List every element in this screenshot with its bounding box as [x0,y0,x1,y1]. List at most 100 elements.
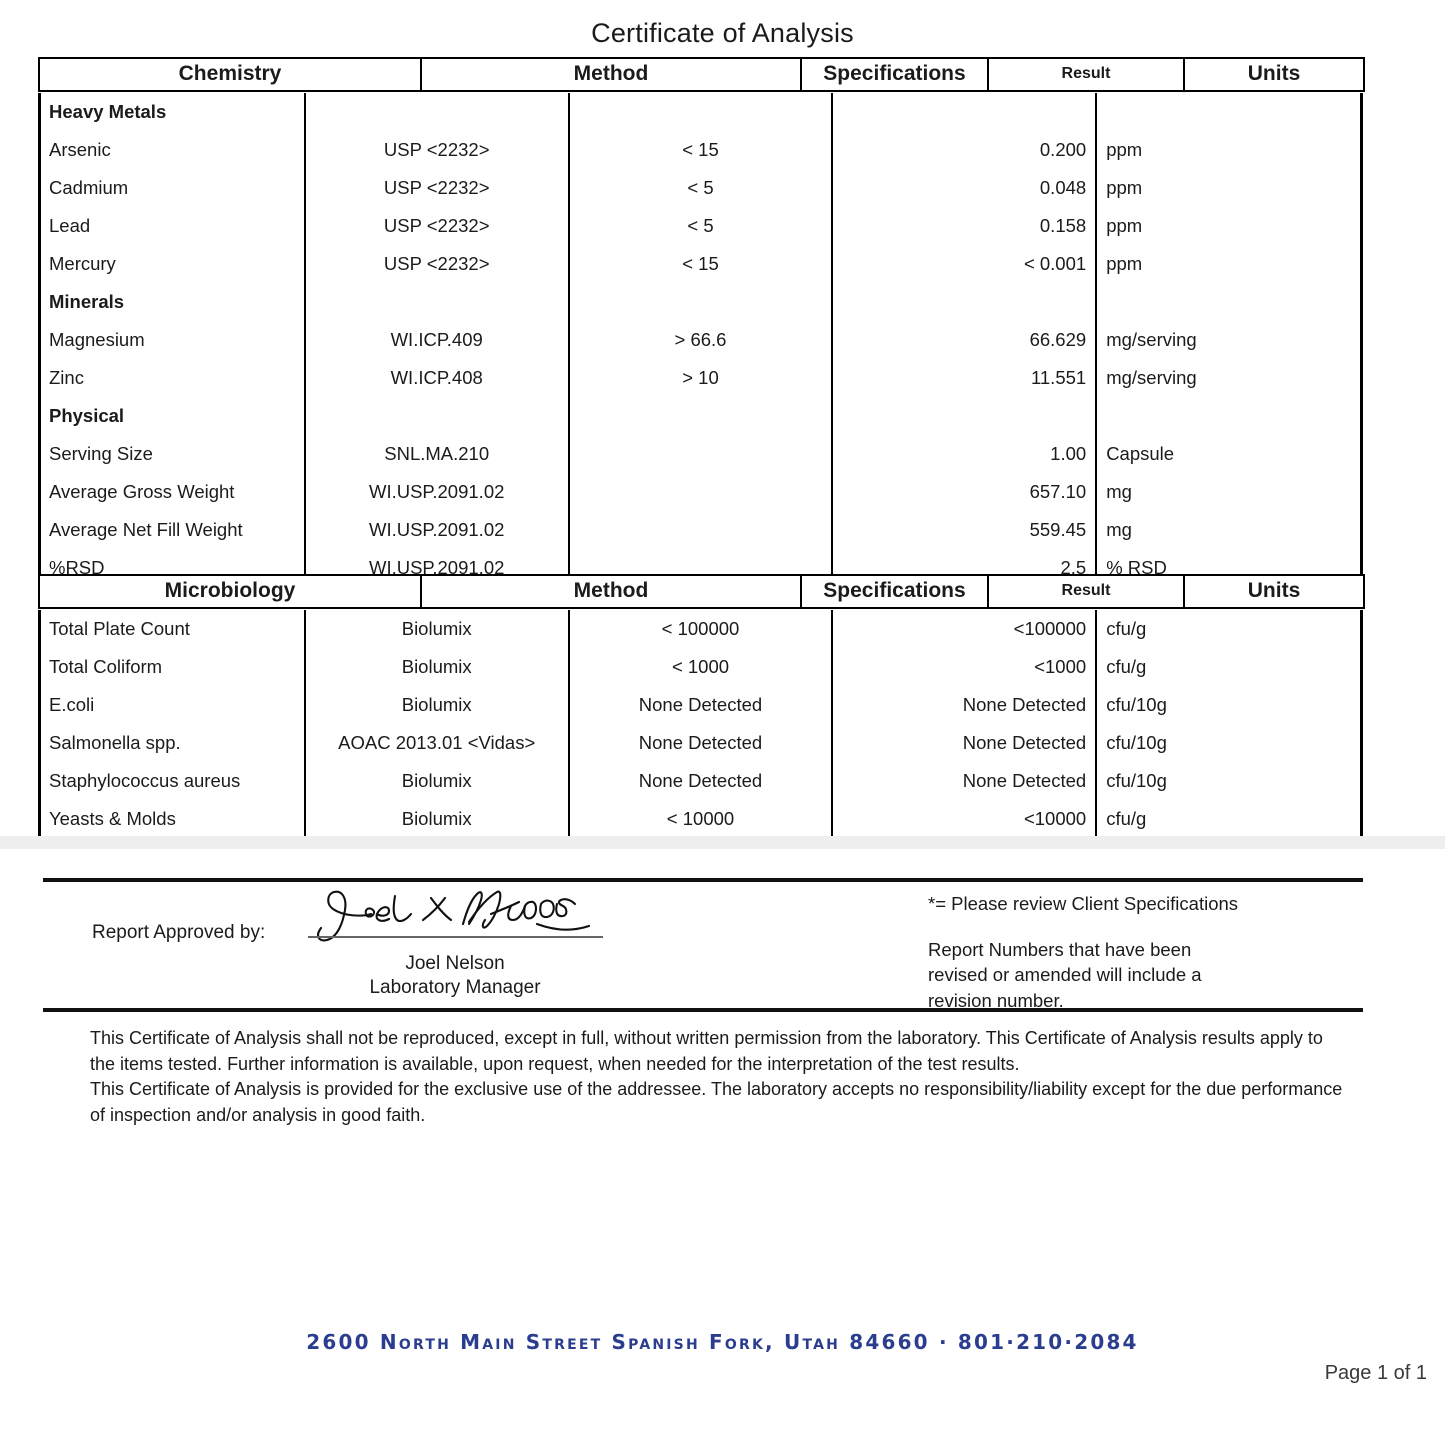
row-analyte: Average Gross Weight [41,473,306,511]
signatory-name: Joel Nelson [405,953,505,974]
table-row: Cadmium USP <2232> < 5 0.048 ppm [41,169,1360,207]
row-result: <10000 [832,800,1098,838]
row-result: 66.629 [832,321,1098,359]
row-analyte: Cadmium [41,169,306,207]
revision-note-line-3: revision number. [928,989,1064,1011]
row-units: ppm [1106,253,1143,275]
row-units [1096,397,1360,435]
row-result [832,283,1098,321]
table-row: Minerals [41,283,1360,321]
chemistry-table-header: Chemistry Method Specifications Result U… [38,56,1365,93]
row-result: None Detected [832,724,1098,762]
row-result: None Detected [832,762,1098,800]
row-analyte: Serving Size [41,435,306,473]
row-units: cfu/g [1106,808,1147,830]
row-specification: < 5 [568,169,834,207]
row-specification [568,511,834,549]
signatory-title: Laboratory Manager [369,976,541,998]
row-specification: < 15 [568,131,834,169]
revision-note-line-2: revised or amended will include a [928,964,1202,986]
row-method: WI.USP.2091.02 [304,511,570,549]
page-title: Certificate of Analysis [591,18,854,48]
table-row: Serving Size SNL.MA.210 1.00 Capsule [41,435,1360,473]
signature-image [305,884,605,946]
row-method: USP <2232> [304,207,570,245]
disclaimer-paragraph-2: This Certificate of Analysis is provided… [90,1079,1343,1125]
column-header-units: Units [1183,56,1365,93]
row-analyte: Arsenic [41,131,306,169]
row-units [1096,93,1360,131]
row-result [832,93,1098,131]
row-method: USP <2232> [304,169,570,207]
row-analyte: Salmonella spp. [41,724,306,762]
row-specification [568,93,834,131]
row-units: cfu/g [1106,618,1147,640]
signature-rule-top [43,878,1363,882]
row-specification [568,473,834,511]
row-units: Capsule [1106,443,1175,465]
table-row: Staphylococcus aureus Biolumix None Detect… [41,762,1360,800]
signature-line [307,936,603,938]
row-method: Biolumix [304,800,570,838]
table-header-row: Chemistry Method Specifications Result U… [38,56,1365,93]
notes-block: *= Please review Client Specifications R… [928,891,1348,1013]
row-result: None Detected [832,686,1098,724]
column-header-result: Result [987,56,1185,93]
table-row: Salmonella spp. AOAC 2013.01 <Vidas> None … [41,724,1360,762]
row-specification: < 15 [568,245,834,283]
row-result [832,397,1098,435]
table-row: Average Net Fill Weight WI.USP.2091.02 559… [41,511,1360,549]
row-units: % RSD [1106,557,1167,579]
table-row: E.coli Biolumix None Detected None Detected… [41,686,1360,724]
column-header-result: Result [987,573,1185,610]
client-specifications-note: *= Please review Client Specifications [928,893,1239,914]
table-row: Yeasts & Molds Biolumix < 10000 <10000 cfu/g [41,800,1360,838]
row-analyte: Mercury [41,245,306,283]
table-row: Zinc WI.ICP.408 > 10 11.551 mg/serving [41,359,1360,397]
row-result: 11.551 [832,359,1098,397]
microbiology-table-body: Total Plate Count Biolumix < 100000 <100000… [38,610,1363,841]
row-units: cfu/10g [1106,732,1167,754]
table-row: Total Plate Count Biolumix < 100000 <100000… [41,610,1360,648]
row-units: mg/serving [1106,367,1197,389]
row-analyte: Magnesium [41,321,306,359]
row-group-label: Physical [41,397,306,435]
row-result: 0.158 [832,207,1098,245]
row-method: USP <2232> [304,245,570,283]
row-method [304,283,570,321]
table-row: Mercury USP <2232> < 15 < 0.001 ppm [41,245,1360,283]
row-analyte: Zinc [41,359,306,397]
row-specification: None Detected [568,686,834,724]
table-row: Lead USP <2232> < 5 0.158 ppm [41,207,1360,245]
row-specification: < 100000 [568,610,834,648]
table-header-row: Microbiology Method Specifications Resul… [38,573,1365,610]
page-number: Page 1 of 1 [1324,1362,1427,1384]
row-method: AOAC 2013.01 <Vidas> [304,724,570,762]
row-units [1096,283,1360,321]
row-analyte: Lead [41,207,306,245]
row-units: cfu/10g [1106,694,1167,716]
row-specification [568,283,834,321]
row-specification: < 1000 [568,648,834,686]
disclaimer-text: This Certificate of Analysis shall not b… [90,1026,1350,1128]
row-analyte: Total Plate Count [41,610,306,648]
row-method: USP <2232> [304,131,570,169]
row-method: WI.ICP.408 [304,359,570,397]
column-header-method: Method [420,573,802,610]
row-method [304,397,570,435]
row-analyte: E.coli [41,686,306,724]
footer-address: 2600 North Main Street Spanish Fork, Uta… [306,1330,1139,1354]
row-specification [568,397,834,435]
row-units: ppm [1106,177,1143,199]
row-specification: > 66.6 [568,321,834,359]
row-result: < 0.001 [832,245,1098,283]
column-header-microbiology: Microbiology [38,573,422,610]
row-method: Biolumix [304,610,570,648]
row-units: ppm [1106,139,1143,161]
column-header-chemistry: Chemistry [38,56,422,93]
signature-block: Joel Nelson Laboratory Manager [305,884,605,1000]
row-units: ppm [1106,215,1143,237]
report-approved-label: Report Approved by: [92,922,266,943]
row-specification: < 5 [568,207,834,245]
column-header-units: Units [1183,573,1365,610]
